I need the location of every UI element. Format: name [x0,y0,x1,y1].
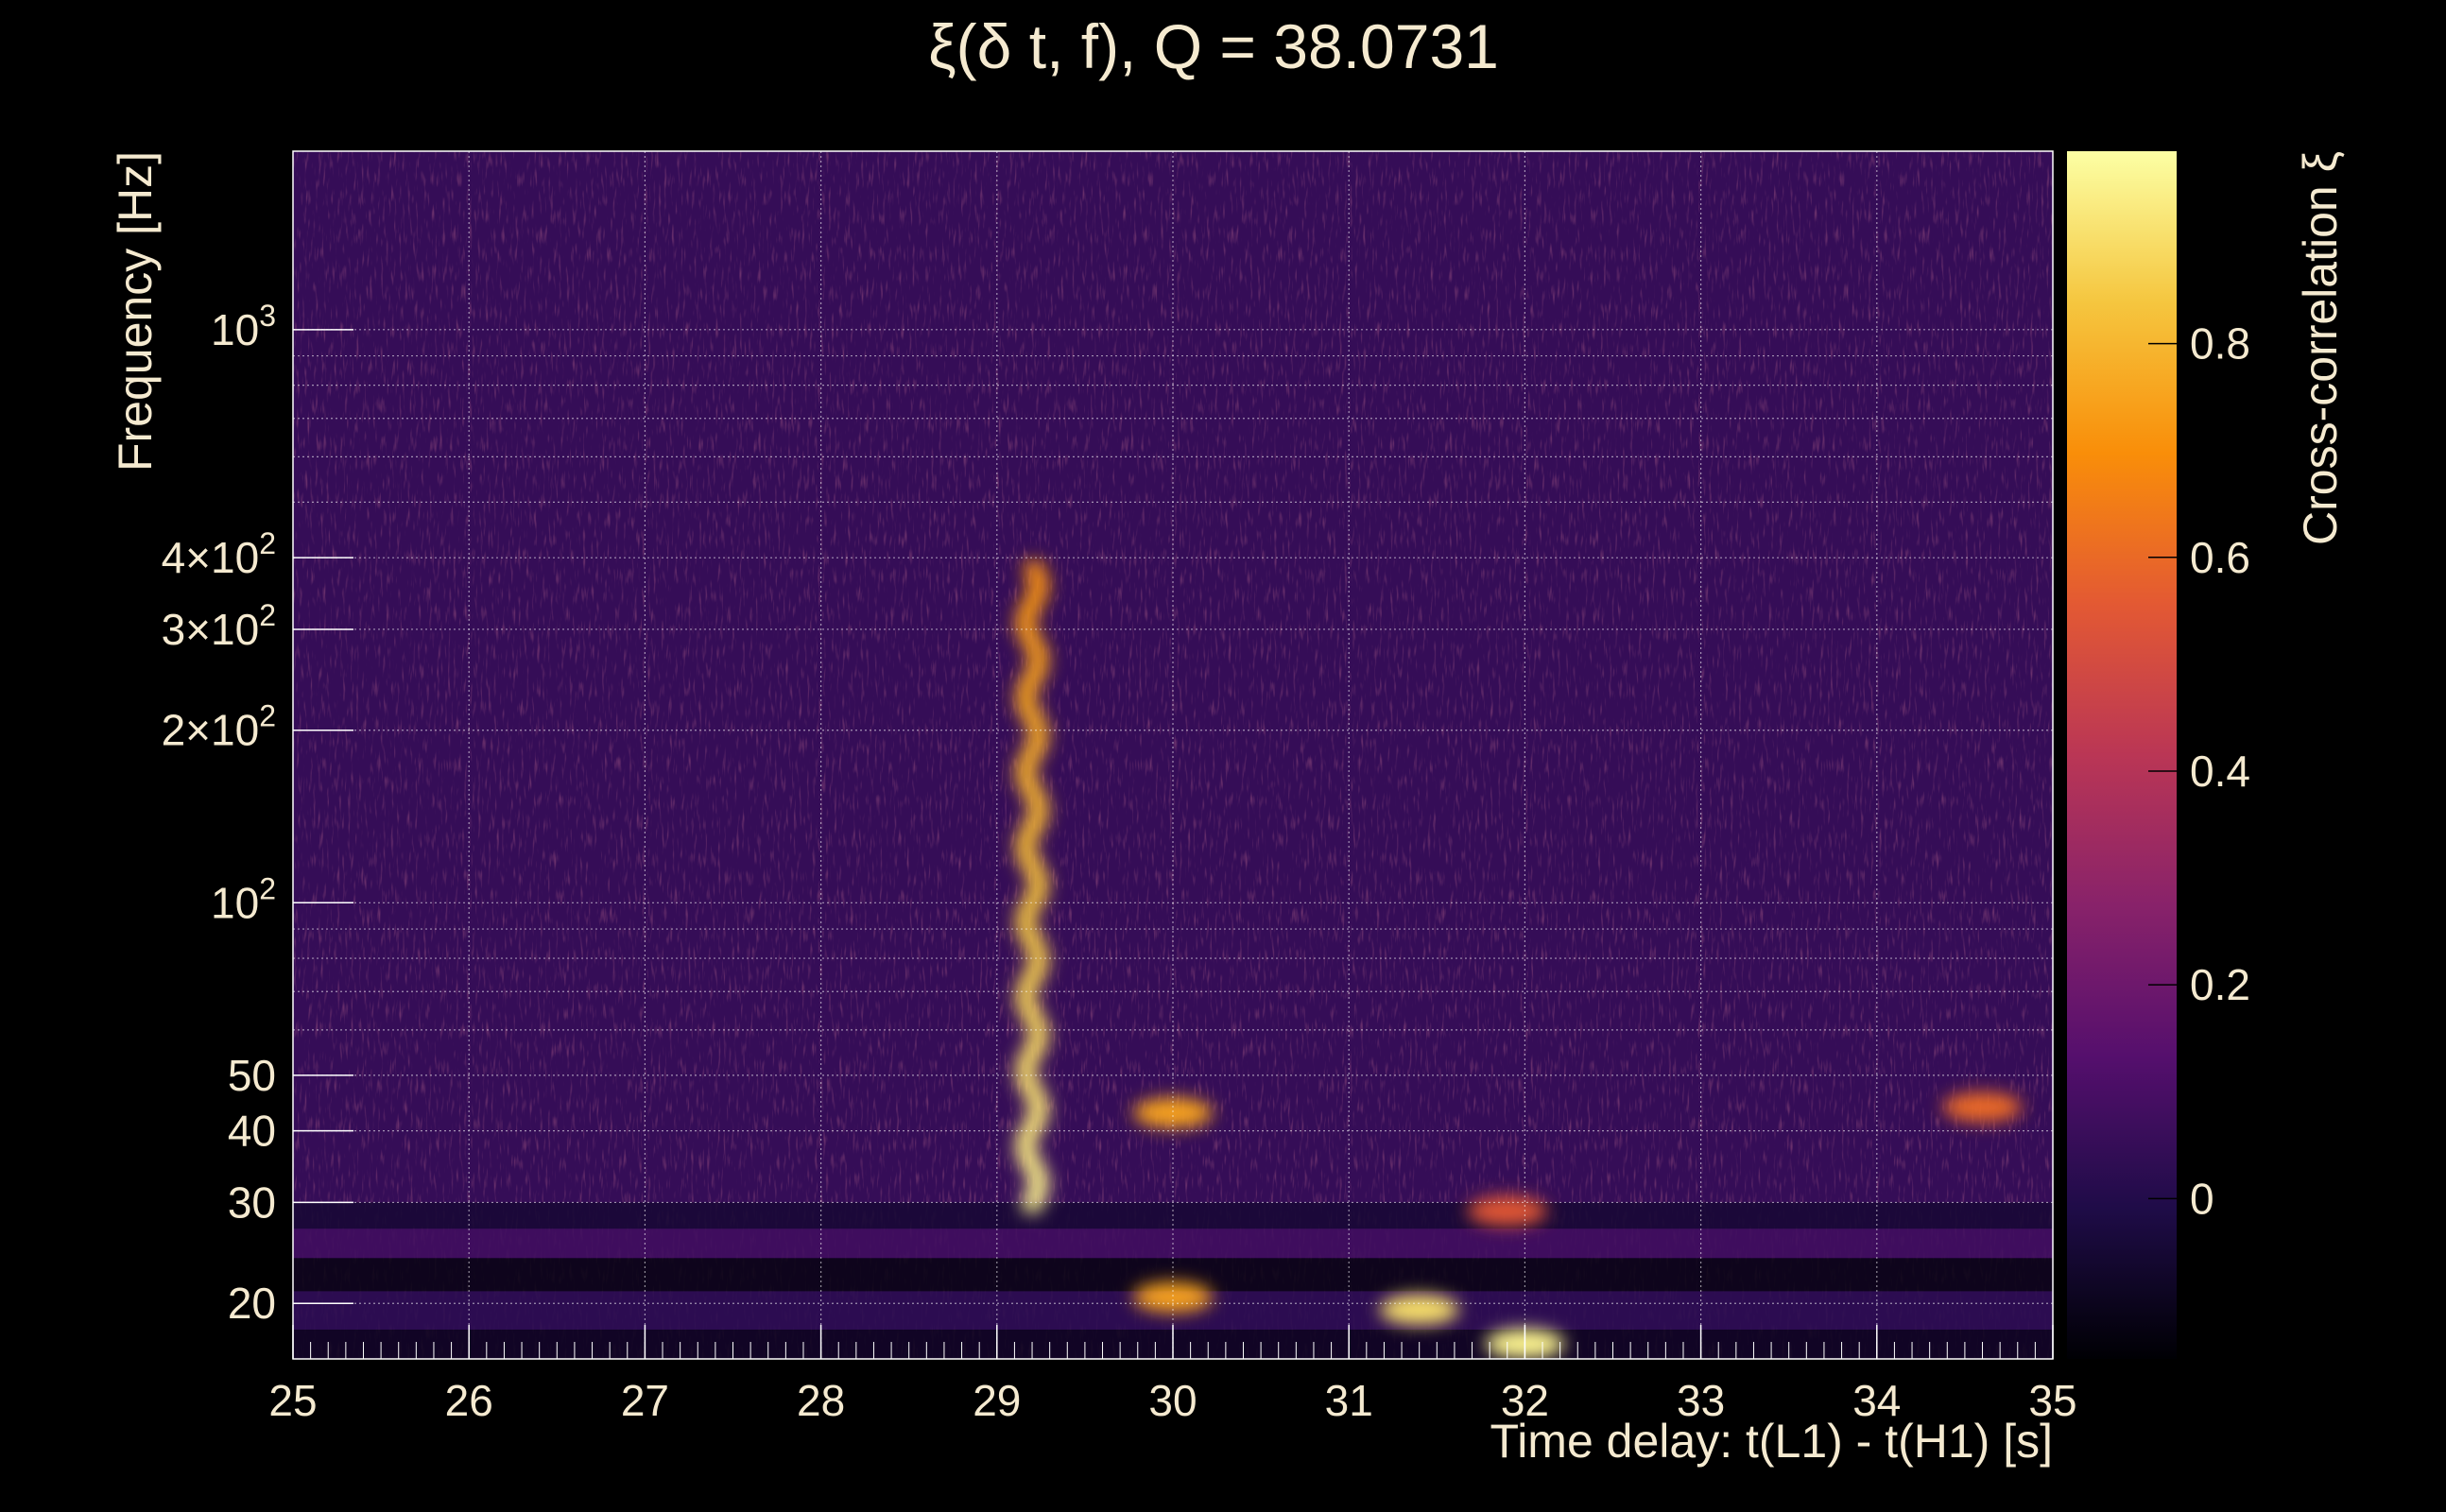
colorbar: 0 0.2 0.4 0.6 0.8 Cross-correlation ξ [2067,151,2347,1359]
y-tick-label: 4×102 [162,526,276,582]
x-tick-label: 33 [1677,1376,1725,1425]
y-tick-label: 50 [228,1051,276,1100]
x-tick-label: 28 [797,1376,845,1425]
x-axis-ticks: 25 26 27 28 29 30 31 32 33 34 35 [268,1325,2077,1425]
feature-blob [1467,1195,1547,1227]
x-tick-label: 35 [2028,1376,2076,1425]
feature-blob [1133,1097,1213,1128]
feature-blob [1942,1091,2023,1123]
y-tick-label: 103 [211,299,276,354]
feature-blob [1133,1281,1213,1313]
y-tick-label: 2×102 [162,699,276,755]
x-tick-label: 25 [268,1376,317,1425]
x-tick-label: 29 [973,1376,1021,1425]
x-tick-label: 34 [1852,1376,1901,1425]
chirp-track-point [1024,558,1045,582]
colorbar-tick-label: 0.8 [2190,319,2250,369]
y-tick-label: 30 [228,1177,276,1227]
y-tick-label: 20 [228,1279,276,1328]
colorbar-scale [2067,151,2177,1359]
colorbar-tick-label: 0.4 [2190,747,2250,796]
x-axis-label: Time delay: t(L1) - t(H1) [s] [1490,1415,2053,1468]
y-axis-label: Frequency [Hz] [109,151,162,472]
colorbar-tick-label: 0 [2190,1174,2214,1223]
y-tick-label: 40 [228,1107,276,1156]
y-axis-ticks: 20 30 40 50 102 2×102 3×102 4×102 103 [162,299,353,1328]
x-tick-label: 32 [1501,1376,1549,1425]
grid-lines [293,151,2053,1359]
plot-area [293,151,2053,1359]
colorbar-tick-label: 0.2 [2190,960,2250,1009]
colorbar-ticks: 0 0.2 0.4 0.6 0.8 [2148,319,2290,1223]
chart-title: ξ(δ t, f), Q = 38.0731 [928,11,1499,81]
x-tick-label: 31 [1325,1376,1373,1425]
heatmap-features [1014,558,2023,1359]
y-tick-label: 102 [211,871,276,927]
y-tick-label: 3×102 [162,598,276,654]
feature-blob [1379,1294,1459,1325]
x-tick-label: 27 [621,1376,669,1425]
colorbar-tick-label: 0.6 [2190,533,2250,582]
x-tick-label: 26 [445,1376,493,1425]
colorbar-label: Cross-correlation ξ [2294,151,2347,545]
x-tick-label: 30 [1148,1376,1197,1425]
